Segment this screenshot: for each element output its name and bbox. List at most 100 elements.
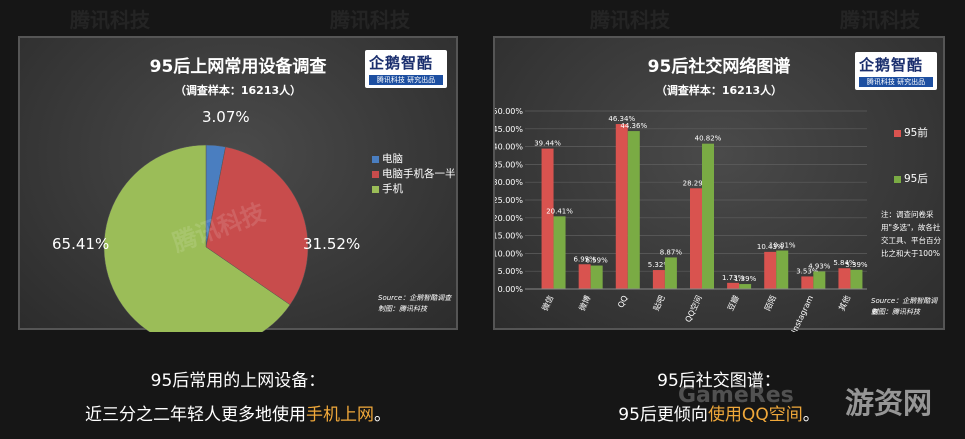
watermark-top-1: 腾讯科技 [70,8,150,32]
bar-pre95-7 [801,276,814,289]
bar-value-label: 5.32% [648,261,671,269]
bar-post95-5 [739,284,752,289]
legend-swatch [372,155,379,163]
y-tick-label: 5.00% [498,267,524,276]
y-tick-label: 0.00% [498,285,524,294]
bar-value-label: 46.34% [608,115,635,123]
bar-value-label: 5.84% [833,259,856,267]
x-category-label: 微博 [577,294,593,313]
left-caption-line1: 95后常用的上网设备： [150,371,326,391]
right-caption: 95后社交图谱： 95后更倾向使用QQ空间。 [493,366,945,425]
bar-value-label: 8.87% [660,248,683,256]
right-caption-line1: 95后社交图谱： [657,371,781,391]
pie-legend-item-2: 手机 [372,181,403,196]
penguin-think-tank-logo: 企鹅智酷 腾讯科技 研究出品 [855,52,937,90]
bar-value-label: 28.29% [683,179,710,187]
x-category-label: QQ [616,294,629,309]
left-caption: 95后常用的上网设备： 近三分之二年轻人更多地使用手机上网。 [18,366,458,425]
pie-legend-item-0: 电脑 [372,151,403,166]
bar-pre95-5 [727,282,740,289]
watermark-top-4: 腾讯科技 [840,8,920,32]
right-caption-highlight: 使用QQ空间 [707,405,803,425]
bar-value-label: 4.93% [808,262,831,270]
y-tick-label: 30.00% [495,178,523,187]
x-category-label: QQ空间 [683,294,704,324]
bar-chart-title: 95后社交网络图谱 [647,57,791,77]
multi-choice-note: 注：调查问卷采用"多选"，故各社交工具、平台百分比之和大于100% [881,210,941,258]
legend-swatch [372,170,379,178]
legend-label: 手机 [382,183,403,195]
y-tick-label: 25.00% [495,196,523,205]
bar-value-label: 10.43% [757,243,784,251]
pie-source: Source：企鹅智酷调查 [378,294,452,302]
legend-swatch [372,185,379,193]
bar-pre95-2 [615,124,628,289]
pie-slice-2 [103,144,291,332]
bar-value-label: 5.39% [845,261,868,269]
bar-pre95-6 [764,251,777,289]
bar-source: Source：企鹅智酷调查 [871,297,938,316]
legend-label: 电脑手机各一半 [382,168,456,180]
bar-value-label: 1.39% [734,275,757,283]
left-caption-highlight: 手机上网 [306,405,374,425]
pie-legend-item-1: 电脑手机各一半 [372,166,456,181]
bar-value-label: 44.36% [620,122,647,130]
pie-producer: 制图：腾讯科技 [378,305,427,313]
bar-post95-7 [813,271,826,289]
pie-chart: 3.07% 31.52% 65.41% [52,108,360,332]
bar-post95-2 [627,131,640,289]
bar-value-label: 20.41% [546,207,573,215]
y-tick-label: 45.00% [495,125,523,134]
pie-slice-label-0: 3.07% [202,108,250,126]
y-tick-label: 15.00% [495,232,523,241]
bar-post95-4 [702,143,714,289]
bar-value-label: 10.81% [769,242,796,250]
legend-swatch [894,129,901,137]
bar-pre95-0 [541,148,554,289]
x-category-label: 陌陌 [763,294,778,312]
bar-producer: 制图：腾讯科技 [871,308,920,316]
bar-value-label: 6.59% [586,257,609,265]
x-category-label: Instagram [790,294,815,332]
bar-legend-item-0: 95前 [894,125,928,140]
pie-slice-label-2: 65.41% [52,235,109,253]
bar-legend-item-1: 95后 [894,171,928,186]
bar-value-label: 39.44% [534,140,561,148]
bar-post95-6 [776,250,789,289]
legend-label: 95后 [904,173,928,185]
bar-pre95-1 [578,264,591,289]
bar-pre95-3 [652,270,665,289]
x-category-label: 微信 [540,294,556,313]
bar-value-label: 40.82% [695,135,722,143]
y-tick-label: 20.00% [495,214,523,223]
bar-value-label: 1.73% [722,274,745,282]
bar-value-label: 6.95% [574,255,597,263]
x-category-label: 贴吧 [651,294,667,313]
site-watermark-en: GameRes [678,383,794,408]
device-survey-chart-panel: 95后上网常用设备调查 （调查样本：16213人） 企鹅智酷 腾讯科技 研究出品… [18,36,458,332]
y-tick-label: 10.00% [495,249,523,258]
left-caption-line2: 近三分之二年轻人更多地使用手机上网。 [85,405,391,425]
y-tick-label: 35.00% [495,160,523,169]
bar-chart-subtitle: （调查样本：16213人） [655,84,783,97]
pie-chart-subtitle: （调查样本：16213人） [174,84,302,97]
bar-post95-0 [553,216,566,289]
x-category-label: 其他 [836,294,852,313]
bar-value-label: 3.53% [796,267,819,275]
y-tick-label: 50.00% [495,107,523,116]
legend-label: 95前 [904,127,928,139]
bar-pre95-4 [690,188,702,289]
legend-swatch [894,175,901,183]
legend-label: 电脑 [382,153,403,165]
bar-pre95-8 [838,268,851,289]
x-category-label: 豆瓣 [725,294,741,313]
pie-slice-1 [205,146,309,306]
social-network-chart-panel: 95后社交网络图谱 （调查样本：16213人） 企鹅智酷 腾讯科技 研究出品 0… [493,36,945,332]
pie-chart-title: 95后上网常用设备调查 [149,57,327,77]
watermark-top-2: 腾讯科技 [330,8,410,32]
bar-post95-8 [850,269,863,289]
y-tick-label: 40.00% [495,143,523,152]
site-watermark: 游资网 [845,386,933,420]
penguin-think-tank-logo: 企鹅智酷 腾讯科技 研究出品 [365,50,447,88]
bar-chart: 0.00% 5.00% 10.00% 15.00% 20.00% 25.00% 30.00%… [495,107,868,332]
